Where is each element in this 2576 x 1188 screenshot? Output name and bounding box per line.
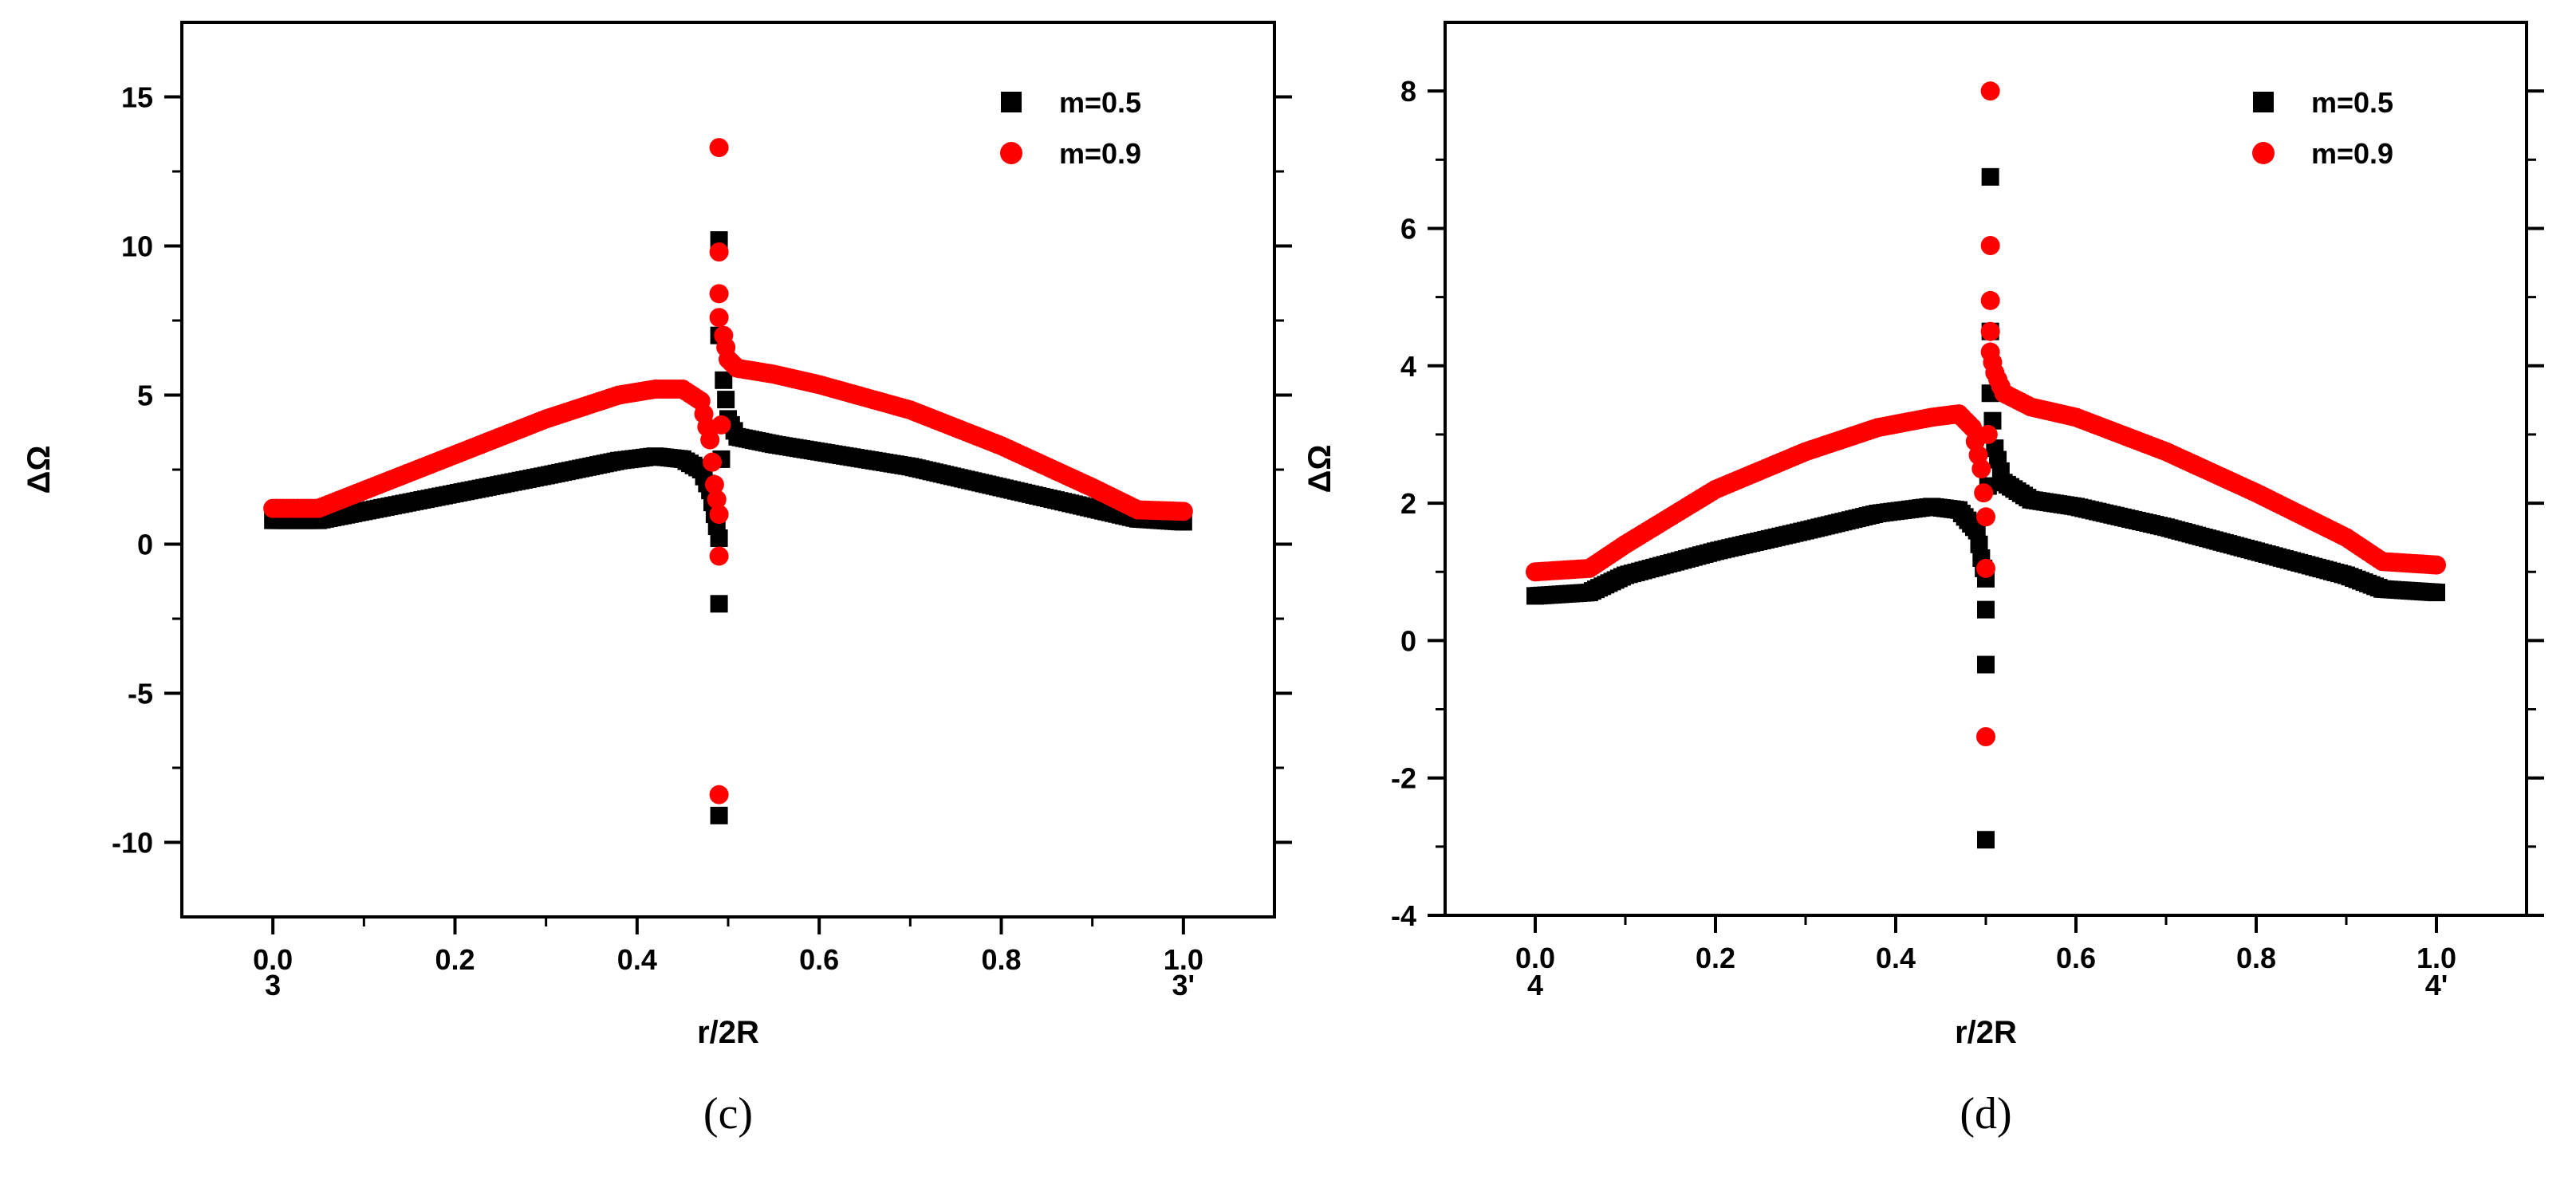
y-tick-label: -2	[1391, 762, 1416, 795]
y-tick-label: 0	[137, 529, 153, 561]
data-point	[709, 546, 729, 566]
data-point	[1974, 483, 1994, 503]
data-point	[1977, 655, 1995, 674]
data-point	[1976, 558, 1995, 578]
y-tick-label: 5	[137, 380, 153, 412]
data-point	[709, 308, 729, 328]
data-point	[710, 595, 728, 613]
data-point	[1977, 600, 1995, 619]
data-point	[1173, 502, 1193, 521]
x-axis-title: r/2R	[697, 1015, 759, 1050]
y-tick-label: 6	[1400, 212, 1416, 245]
data-point	[1980, 290, 2000, 310]
data-point	[709, 242, 729, 262]
legend-marker	[1000, 142, 1022, 164]
y-tick-label: -4	[1391, 899, 1416, 932]
x-tick-label: 0.4	[1876, 942, 1916, 974]
x-tick-label: 0.8	[2236, 942, 2276, 974]
data-point	[1980, 321, 2000, 341]
series-m-0-9	[1526, 81, 2446, 746]
y-tick-label: 0	[1400, 624, 1416, 657]
data-point	[1970, 535, 1988, 553]
x-tick-label: 0.2	[1696, 942, 1735, 974]
data-point	[711, 415, 731, 435]
y-tick-label: 4	[1400, 350, 1416, 383]
y-tick-label: 15	[121, 81, 153, 114]
legend-marker	[2252, 142, 2275, 164]
point-label: 4	[1527, 969, 1543, 1001]
legend-marker	[2253, 92, 2274, 112]
y-tick-label: -5	[128, 678, 153, 710]
legend-label: m=0.9	[1059, 137, 1141, 170]
data-point	[709, 785, 729, 804]
y-tick-label: 8	[1400, 75, 1416, 108]
x-tick-label: 0.4	[617, 943, 657, 976]
data-point	[709, 138, 729, 158]
y-axis-title: ΔΩ	[1302, 445, 1337, 494]
data-point	[1977, 831, 1995, 849]
data-point	[704, 474, 724, 494]
panel-caption: (c)	[703, 1089, 753, 1139]
data-point	[1976, 727, 1995, 746]
y-tick-label: 2	[1400, 487, 1416, 520]
legend-label: m=0.5	[2311, 86, 2393, 119]
data-point	[700, 430, 720, 450]
data-point	[710, 529, 728, 548]
series-m-0-9	[263, 138, 1193, 804]
point-label: 4'	[2425, 969, 2448, 1001]
data-point	[1976, 507, 1995, 527]
x-tick-label: 0.0	[253, 943, 293, 976]
data-point	[709, 505, 729, 525]
point-label: 3'	[1172, 969, 1195, 1001]
data-point	[709, 284, 729, 304]
chart-c: 0.0 0.2 0.4 0.6 0.8 1.0 -10 -5 0 5 10 15 3 3' r/2R ΔΩ (c…	[22, 21, 1292, 1139]
data-point	[1980, 236, 2000, 255]
x-tick-label: 1.0	[1164, 943, 1203, 976]
data-point	[1980, 81, 2000, 101]
x-tick-label: 1.0	[2416, 942, 2456, 974]
x-tick-label: 0.6	[799, 943, 839, 976]
legend-label: m=0.5	[1059, 86, 1141, 119]
x-axis-title: r/2R	[1955, 1015, 2017, 1050]
x-tick-label: 0.2	[435, 943, 475, 976]
panel-caption: (d)	[1960, 1089, 2011, 1139]
data-point	[710, 806, 728, 824]
data-point	[1981, 167, 1999, 186]
x-tick-label: 0.6	[2056, 942, 2096, 974]
data-point	[703, 452, 723, 472]
data-point	[2428, 584, 2445, 602]
series-m-0-5	[264, 231, 1192, 824]
y-tick-label: -10	[112, 827, 153, 860]
data-point	[1978, 424, 1998, 444]
data-point	[715, 371, 733, 389]
legend-label: m=0.9	[2311, 137, 2393, 170]
data-point	[1971, 459, 1991, 478]
data-point	[707, 490, 727, 509]
y-axis-title: ΔΩ	[22, 446, 57, 494]
y-tick-label: 10	[121, 230, 153, 263]
data-point	[2427, 555, 2446, 575]
data-point	[717, 391, 735, 409]
chart-d: 0.0 0.2 0.4 0.6 0.8 1.0 -4 -2 0 2 4 6 8 4 4' r/2R ΔΩ (d) m…	[1302, 21, 2544, 1139]
data-point	[1967, 521, 1986, 540]
point-label: 3	[265, 969, 281, 1001]
x-tick-label: 0.8	[981, 943, 1021, 976]
x-tick-label: 0.0	[1515, 942, 1555, 974]
legend-marker	[1001, 92, 1022, 112]
